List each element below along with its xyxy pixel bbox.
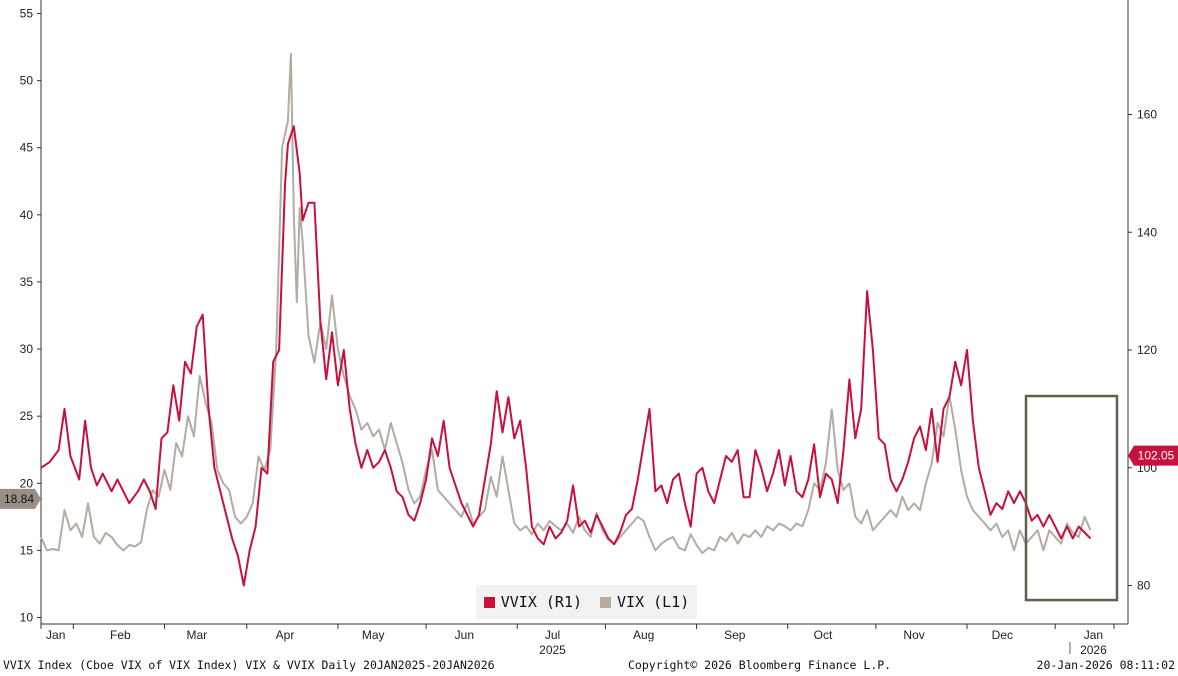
left-tick-label: 15: [20, 543, 34, 557]
legend-label-vvix: VVIX (R1): [500, 593, 583, 611]
right-tick-label: 160: [1137, 108, 1157, 122]
legend-swatch-vvix: [483, 596, 495, 608]
x-month-label: Apr: [276, 628, 295, 642]
x-year-label: 2025: [539, 643, 566, 657]
footer-copyright: Copyright© 2026 Bloomberg Finance L.P.: [628, 658, 892, 672]
left-tick-label: 40: [20, 208, 34, 222]
x-month-label: Feb: [110, 628, 131, 642]
x-month-label: Jun: [455, 628, 474, 642]
vvix-last-value: 102.05: [1138, 449, 1175, 463]
x-month-label: Sep: [724, 628, 746, 642]
series-layer: [40, 52, 1092, 587]
x-month-label: Jul: [545, 628, 560, 642]
footer-timestamp: 20-Jan-2026 08:11:02: [1036, 658, 1175, 672]
legend-item-vvix: VVIX (R1): [483, 593, 583, 611]
x-month-label: Jan: [46, 628, 65, 642]
x-year-label-next: 2026: [1080, 643, 1107, 657]
x-month-label: Nov: [903, 628, 924, 642]
legend-swatch-vix: [600, 596, 612, 608]
right-tick-label: 120: [1137, 343, 1157, 357]
left-tick-label: 50: [20, 74, 34, 88]
left-tick-label: 10: [20, 611, 34, 625]
annotation-layer: [1024, 394, 1119, 602]
left-tick-label: 20: [20, 476, 34, 490]
legend-item-vix: VIX (L1): [600, 593, 689, 611]
vvix-last-value-badge: [1128, 445, 1178, 466]
x-axis-ticks: Jan Feb Mar Apr May Jun Jul Aug Sep Oct Nov Dec Jan2…: [40, 624, 1115, 657]
right-tick-label: 140: [1137, 225, 1157, 239]
left-tick-label: 55: [20, 7, 34, 21]
right-tick-label: 80: [1137, 579, 1151, 593]
highlight-box: [1024, 394, 1119, 602]
footer-title: VVIX Index (Cboe VIX of VIX Index) VIX &…: [3, 658, 495, 672]
x-month-label: Aug: [633, 628, 654, 642]
x-month-label: May: [362, 628, 385, 642]
x-month-label: Jan: [1084, 628, 1103, 642]
x-month-label: Mar: [186, 628, 207, 642]
legend-label-vix: VIX (L1): [617, 593, 690, 611]
vix-last-value-badge: [0, 488, 41, 509]
left-tick-label: 35: [20, 275, 34, 289]
left-tick-label: 45: [20, 141, 34, 155]
left-tick-label: 25: [20, 409, 34, 423]
series-line-vvix: [40, 125, 1092, 587]
left-tick-label: 30: [20, 342, 34, 356]
vix-last-value: 18.84: [4, 492, 34, 506]
x-month-label: Oct: [814, 628, 833, 642]
chart-legend: VVIX (R1) VIX (L1): [476, 585, 697, 619]
left-axis-ticks: 10 15 20 25 30 35 40 45 50 55: [20, 7, 41, 625]
x-month-label: Dec: [992, 628, 1013, 642]
axes-layer: [40, 0, 1129, 625]
series-line-vix: [40, 52, 1092, 555]
value-badges: 102.05 18.84: [0, 445, 1178, 509]
